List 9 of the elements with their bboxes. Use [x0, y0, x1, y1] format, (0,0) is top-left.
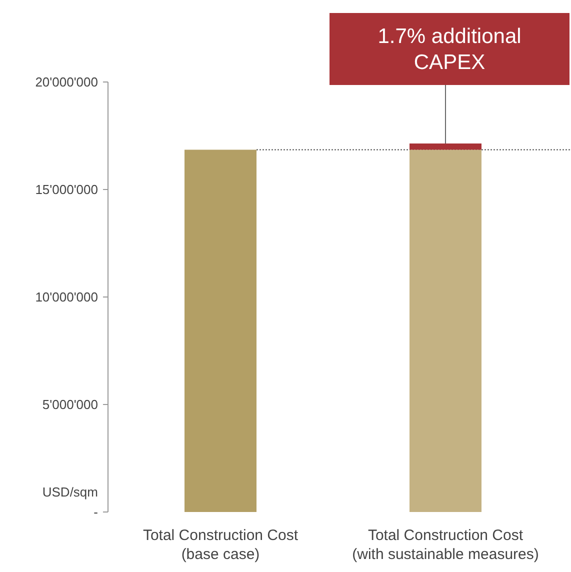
x-tick-label: Total Construction Cost (base case) — [142, 527, 299, 563]
y-axis-title: USD/sqm — [42, 484, 98, 500]
y-tick-label: 5'000'000 — [42, 397, 98, 412]
y-tick-label: - — [94, 504, 98, 520]
x-tick-label: Total Construction Cost (with sustainable measures) — [352, 527, 539, 563]
y-tick-label: 15'000'000 — [35, 182, 98, 198]
y-tick-label: 10'000'000 — [35, 290, 98, 305]
annotation: 1.7% additional CAPEX — [378, 25, 522, 74]
y-tick-label: 20'000'000 — [35, 74, 98, 90]
